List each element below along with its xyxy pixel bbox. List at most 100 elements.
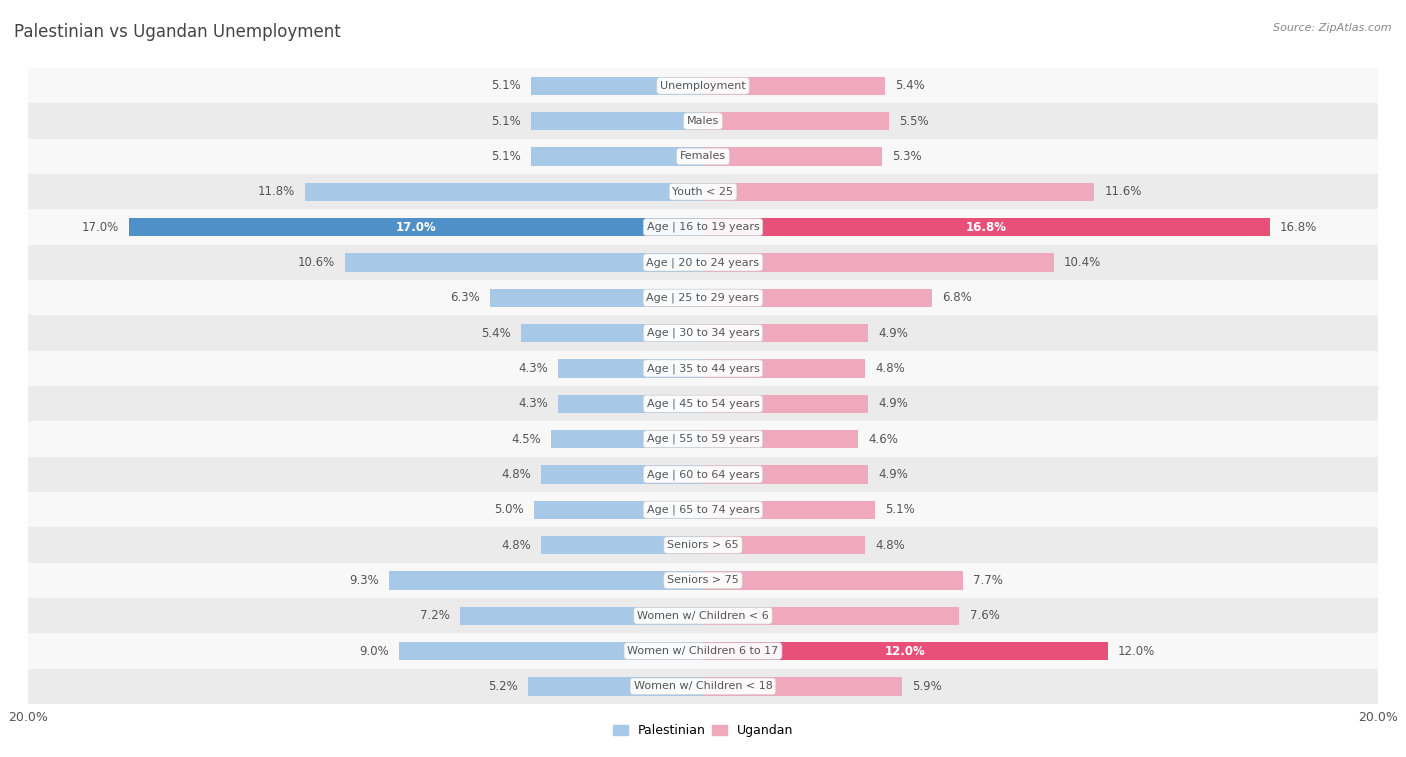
Bar [703,76,886,95]
Text: Women w/ Children 6 to 17: Women w/ Children 6 to 17 [627,646,779,656]
Bar [703,360,865,378]
Bar [531,112,703,130]
Text: Palestinian vs Ugandan Unemployment: Palestinian vs Ugandan Unemployment [14,23,340,41]
Bar [558,360,703,378]
Bar [28,245,1378,280]
Text: 16.8%: 16.8% [1279,220,1317,234]
Bar [703,254,1054,272]
Bar [703,148,882,166]
Bar [28,562,1378,598]
Text: 5.4%: 5.4% [896,79,925,92]
Bar [531,148,703,166]
Text: Age | 35 to 44 years: Age | 35 to 44 years [647,363,759,374]
Text: 6.3%: 6.3% [450,291,481,304]
Bar [527,678,703,696]
Bar [460,606,703,625]
Text: 10.4%: 10.4% [1064,256,1101,269]
Bar [28,492,1378,528]
Text: Age | 30 to 34 years: Age | 30 to 34 years [647,328,759,338]
Text: 12.0%: 12.0% [1118,644,1156,658]
Legend: Palestinian, Ugandan: Palestinian, Ugandan [607,719,799,743]
Bar [491,288,703,307]
Bar [28,210,1378,245]
Text: 4.9%: 4.9% [879,468,908,481]
Bar [28,139,1378,174]
Bar [520,324,703,342]
Text: Seniors > 75: Seniors > 75 [666,575,740,585]
Bar [534,500,703,519]
Text: 5.3%: 5.3% [891,150,921,163]
Bar [531,76,703,95]
Bar [703,500,875,519]
Bar [703,112,889,130]
Text: Age | 20 to 24 years: Age | 20 to 24 years [647,257,759,268]
Text: 5.1%: 5.1% [886,503,915,516]
Text: 5.1%: 5.1% [491,114,520,128]
Bar [703,466,869,484]
Text: Age | 60 to 64 years: Age | 60 to 64 years [647,469,759,480]
Bar [346,254,703,272]
Text: 4.8%: 4.8% [501,468,531,481]
Bar [28,104,1378,139]
Bar [703,394,869,413]
Bar [703,606,959,625]
Text: 4.3%: 4.3% [517,362,548,375]
Text: 4.8%: 4.8% [875,362,905,375]
Text: Youth < 25: Youth < 25 [672,187,734,197]
Bar [28,634,1378,668]
Bar [399,642,703,660]
Bar [28,350,1378,386]
Bar [28,456,1378,492]
Bar [703,572,963,590]
Text: Age | 16 to 19 years: Age | 16 to 19 years [647,222,759,232]
Bar [28,598,1378,634]
Text: 9.0%: 9.0% [360,644,389,658]
Bar [28,174,1378,210]
Bar [551,430,703,448]
Text: 16.8%: 16.8% [966,220,1007,234]
Text: Source: ZipAtlas.com: Source: ZipAtlas.com [1274,23,1392,33]
Bar [28,668,1378,704]
Bar [703,536,865,554]
Text: Age | 25 to 29 years: Age | 25 to 29 years [647,292,759,303]
Text: Age | 55 to 59 years: Age | 55 to 59 years [647,434,759,444]
Text: 11.6%: 11.6% [1105,185,1142,198]
Bar [28,316,1378,350]
Text: 7.7%: 7.7% [973,574,1002,587]
Bar [703,288,932,307]
Text: 10.6%: 10.6% [298,256,335,269]
Bar [305,182,703,201]
Text: 5.0%: 5.0% [495,503,524,516]
Bar [703,678,903,696]
Bar [541,466,703,484]
Text: 7.6%: 7.6% [970,609,1000,622]
Bar [703,182,1094,201]
Text: 4.8%: 4.8% [501,538,531,552]
Bar [28,386,1378,422]
Bar [28,422,1378,456]
Bar [703,642,1108,660]
Text: Women w/ Children < 18: Women w/ Children < 18 [634,681,772,691]
Text: 5.5%: 5.5% [898,114,928,128]
Text: 6.8%: 6.8% [942,291,973,304]
Bar [541,536,703,554]
Bar [703,324,869,342]
Text: Unemployment: Unemployment [661,81,745,91]
Text: 17.0%: 17.0% [396,220,436,234]
Text: Age | 65 to 74 years: Age | 65 to 74 years [647,504,759,515]
Text: 4.3%: 4.3% [517,397,548,410]
Text: 5.2%: 5.2% [488,680,517,693]
Text: 5.1%: 5.1% [491,150,520,163]
Text: Age | 45 to 54 years: Age | 45 to 54 years [647,398,759,409]
Text: Women w/ Children < 6: Women w/ Children < 6 [637,611,769,621]
Text: 4.6%: 4.6% [869,432,898,446]
Text: 4.9%: 4.9% [879,326,908,340]
Text: Seniors > 65: Seniors > 65 [668,540,738,550]
Text: Males: Males [688,116,718,126]
Bar [558,394,703,413]
Text: 12.0%: 12.0% [886,644,925,658]
Bar [703,430,858,448]
Text: 9.3%: 9.3% [349,574,380,587]
Text: 5.9%: 5.9% [912,680,942,693]
Text: 17.0%: 17.0% [82,220,120,234]
